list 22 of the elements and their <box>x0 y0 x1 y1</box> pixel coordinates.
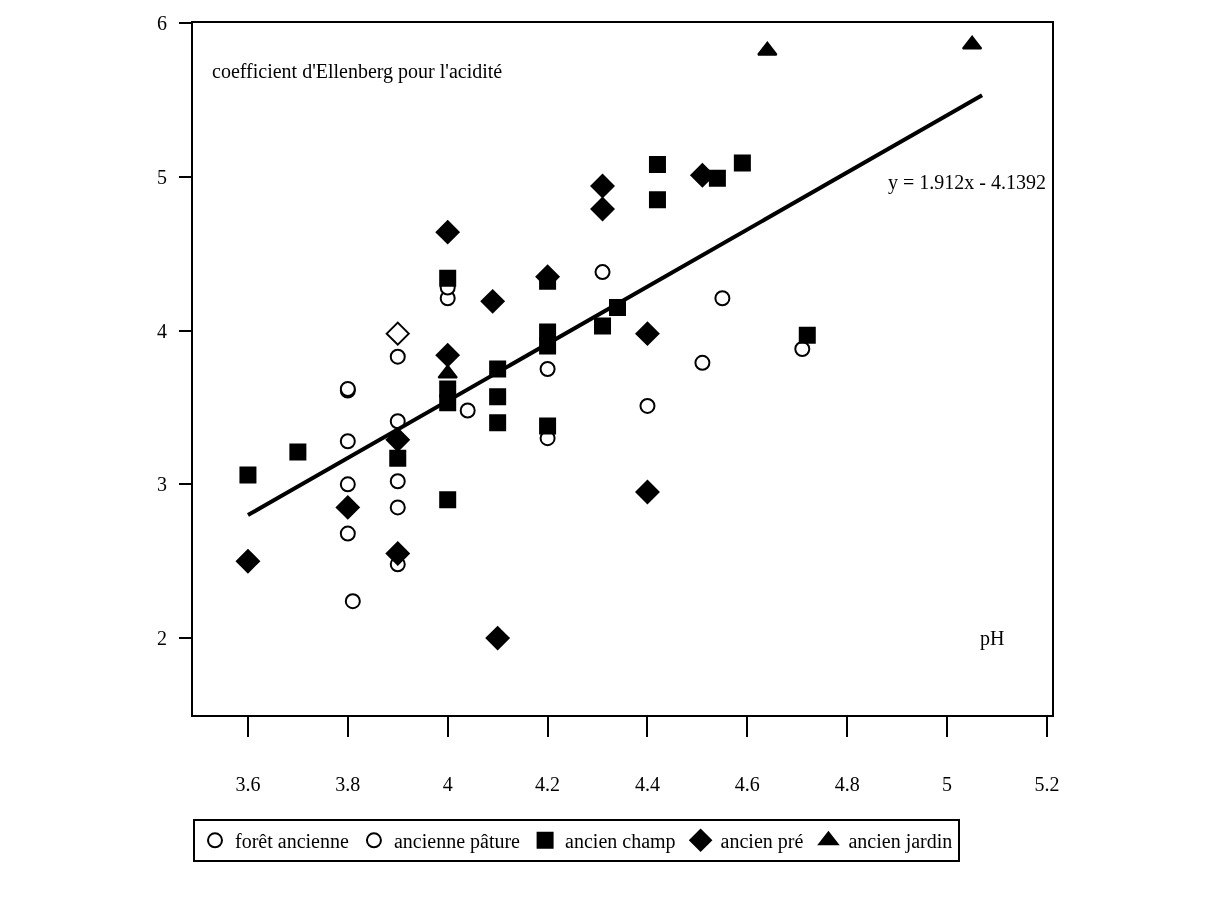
y-tick-label: 4 <box>157 319 167 342</box>
y-tick-label: 6 <box>157 12 167 34</box>
x-tick-label: 4.8 <box>834 773 860 795</box>
legend-label: ancien jardin <box>848 830 953 854</box>
x-tick-label: 4 <box>442 773 453 795</box>
x-tick-label: 4.6 <box>734 773 760 795</box>
legend-label: forêt ancienne <box>235 830 349 853</box>
x-tick-label: 3.6 <box>235 773 261 795</box>
x-tick-label: 4.4 <box>634 773 660 795</box>
legend-label: ancien champ <box>565 830 676 854</box>
y-axis-title: coefficient d'Ellenberg pour l'acidité <box>212 60 503 83</box>
x-tick-label: 5 <box>942 773 953 795</box>
x-tick-label: 5.2 <box>1034 773 1060 795</box>
x-axis-title: pH <box>980 627 1005 650</box>
x-tick-label: 3.8 <box>335 773 361 795</box>
y-tick-label: 5 <box>157 165 167 188</box>
legend-label: ancien pré <box>720 830 804 854</box>
y-tick-label: 3 <box>157 473 167 496</box>
annotation: y = 1.912x - 4.1392 <box>888 171 1046 194</box>
legend-label: ancienne pâture <box>393 830 521 854</box>
y-tick-label: 2 <box>157 627 167 650</box>
x-tick-label: 4.2 <box>535 773 561 795</box>
